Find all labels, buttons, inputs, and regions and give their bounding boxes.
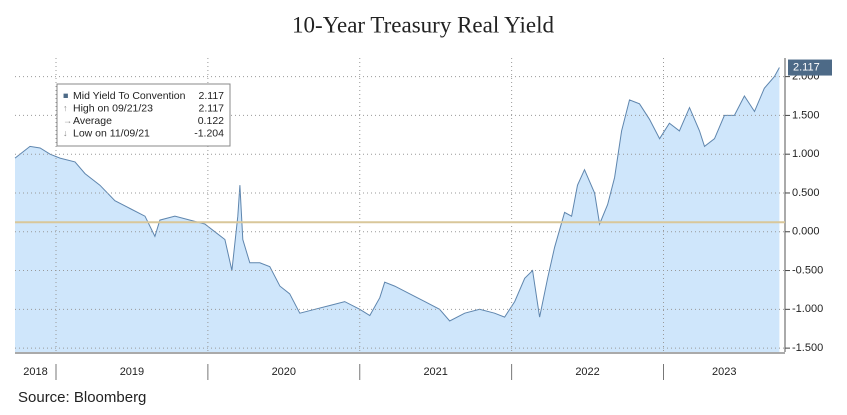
legend-icon: ↑	[63, 103, 68, 113]
x-tick-label: 2023	[712, 366, 736, 378]
legend-value: -1.204	[194, 127, 224, 139]
legend-icon: →	[63, 115, 72, 125]
legend-icon: ↓	[63, 128, 68, 138]
y-tick-label: 0.000	[792, 226, 820, 238]
x-tick-label: 2018	[23, 366, 47, 378]
legend-value: 2.117	[199, 102, 225, 114]
legend-label: Low on 11/09/21	[73, 127, 150, 139]
y-tick-label: 1.500	[792, 109, 820, 121]
x-tick-label: 2020	[272, 366, 296, 378]
source: Source: Bloomberg	[18, 389, 146, 406]
y-tick-label: -1.000	[792, 303, 823, 315]
legend-label: High on 09/21/23	[73, 102, 153, 114]
chart-title: 10-Year Treasury Real Yield	[292, 12, 554, 37]
x-tick-label: 2022	[575, 366, 599, 378]
legend-value: 0.122	[198, 115, 224, 127]
area-fill	[15, 67, 780, 352]
x-tick-label: 2021	[423, 366, 447, 378]
y-tick-label: 1.000	[792, 148, 820, 160]
legend-icon: ■	[63, 90, 68, 100]
x-tick-label: 2019	[120, 366, 144, 378]
y-tick-label: -1.500	[792, 342, 823, 354]
y-tick-label: 0.500	[792, 187, 820, 199]
y-tick-label: -0.500	[792, 264, 823, 276]
legend-value: 2.117	[199, 90, 225, 102]
legend: ■ Mid Yield To Convention 2.117 ↑ High on 09…	[56, 83, 231, 147]
legend-box	[56, 83, 231, 147]
legend-label: Mid Yield To Convention	[73, 90, 186, 102]
last-value-tag	[788, 59, 832, 76]
series-line	[14, 67, 780, 322]
last-value-label: 2.117	[793, 61, 820, 73]
legend-label: Average	[73, 115, 112, 127]
